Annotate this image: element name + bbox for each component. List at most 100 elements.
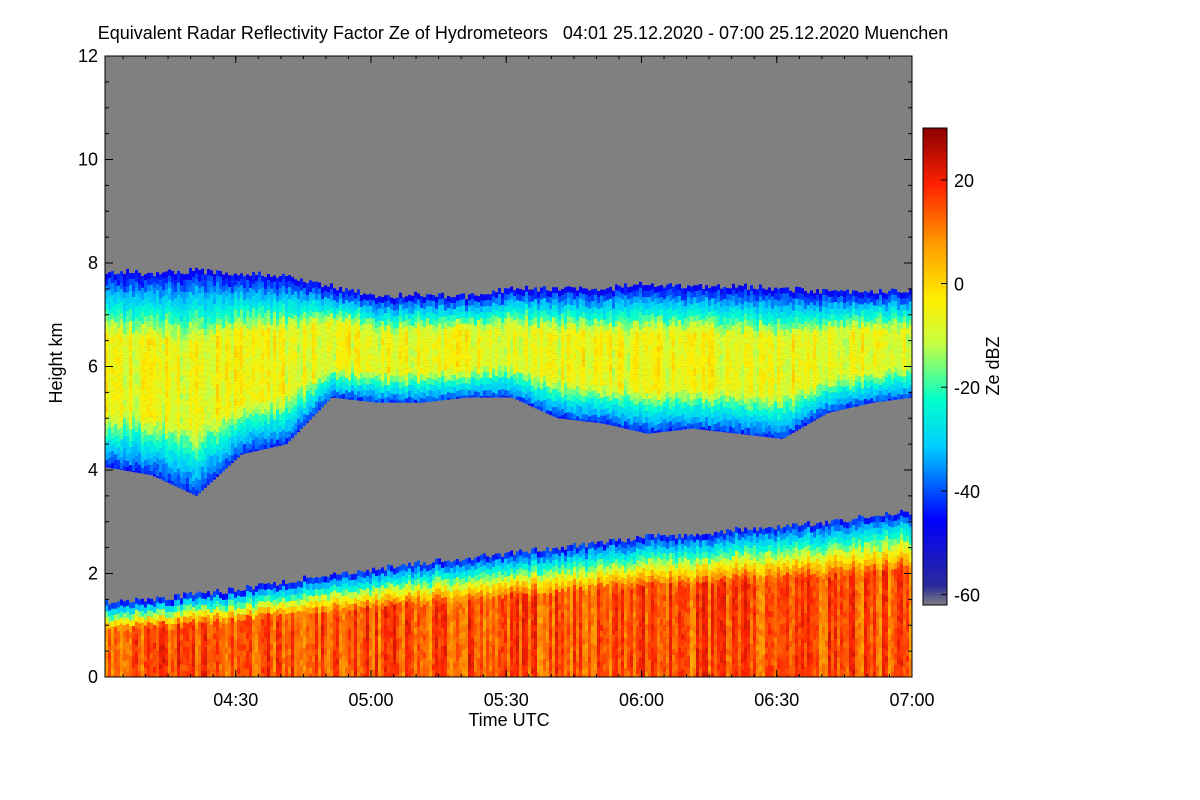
data-cell <box>435 374 438 381</box>
data-cell <box>585 378 588 385</box>
data-cell <box>252 313 255 320</box>
data-cell <box>384 295 387 302</box>
data-cell <box>162 458 165 465</box>
data-cell <box>117 357 120 364</box>
data-cell <box>606 330 609 337</box>
data-cell <box>180 435 183 442</box>
data-cell <box>522 308 525 315</box>
data-cell <box>135 426 138 432</box>
data-cell <box>228 299 231 306</box>
data-cell <box>228 443 231 450</box>
data-cell <box>252 385 255 392</box>
data-cell <box>216 408 219 415</box>
data-cell <box>414 375 417 382</box>
data-cell <box>288 437 291 442</box>
data-cell <box>396 393 399 400</box>
data-cell <box>609 370 612 377</box>
data-cell <box>141 437 144 444</box>
data-cell <box>201 304 204 311</box>
data-cell <box>114 430 117 437</box>
data-cell <box>297 340 300 347</box>
data-cell <box>444 346 447 353</box>
data-cell <box>189 322 192 329</box>
data-cell <box>366 318 369 325</box>
data-cell <box>687 411 690 418</box>
data-cell <box>135 336 138 342</box>
data-cell <box>645 381 648 388</box>
data-cell <box>219 456 222 463</box>
data-cell <box>210 402 213 409</box>
data-cell <box>378 296 381 303</box>
data-cell <box>345 312 348 319</box>
data-cell <box>111 421 114 428</box>
data-cell <box>273 395 276 402</box>
data-cell <box>594 408 597 415</box>
data-cell <box>213 388 216 395</box>
data-cell <box>684 288 687 295</box>
data-cell <box>558 344 561 351</box>
data-cell <box>666 410 669 417</box>
data-cell <box>498 384 501 391</box>
data-cell <box>384 301 387 308</box>
data-cell <box>534 347 537 354</box>
data-cell <box>318 384 321 391</box>
data-cell <box>219 318 222 325</box>
data-cell <box>681 324 684 331</box>
data-cell <box>687 363 690 370</box>
data-cell <box>198 287 201 294</box>
data-cell <box>381 381 384 387</box>
data-cell <box>648 315 651 322</box>
data-cell <box>270 330 273 337</box>
data-cell <box>681 300 684 307</box>
data-cell <box>108 398 111 405</box>
data-cell <box>144 472 147 475</box>
data-cell <box>687 351 690 358</box>
data-cell <box>570 305 573 311</box>
data-cell <box>273 377 276 384</box>
data-cell <box>597 393 600 399</box>
data-cell <box>156 278 159 285</box>
data-cell <box>498 360 501 367</box>
data-cell <box>357 397 360 401</box>
data-cell <box>201 340 204 347</box>
data-cell <box>285 372 288 379</box>
data-cell <box>660 303 663 309</box>
data-cell <box>402 387 405 394</box>
data-cell <box>243 336 246 343</box>
data-cell <box>111 403 114 410</box>
data-cell <box>339 377 342 383</box>
data-cell <box>519 325 522 331</box>
data-cell <box>306 343 309 350</box>
data-cell <box>549 345 552 352</box>
data-cell <box>537 321 540 328</box>
data-cell <box>432 385 435 391</box>
data-cell <box>225 350 228 357</box>
data-cell <box>555 365 558 372</box>
data-cell <box>192 390 195 397</box>
data-cell <box>222 334 225 341</box>
data-cell <box>615 404 618 411</box>
data-cell <box>705 297 708 304</box>
data-cell <box>549 333 552 340</box>
data-cell <box>156 386 159 393</box>
data-cell <box>180 285 183 292</box>
data-cell <box>114 424 117 431</box>
data-cell <box>468 342 471 349</box>
data-cell <box>696 381 699 388</box>
data-cell <box>141 467 144 474</box>
data-cell <box>237 305 240 312</box>
data-cell <box>120 331 123 338</box>
data-cell <box>642 285 645 292</box>
data-cell <box>684 366 687 373</box>
data-cell <box>150 380 153 387</box>
data-cell <box>447 397 450 400</box>
data-cell <box>324 309 327 316</box>
data-cell <box>300 368 303 375</box>
data-cell <box>546 308 549 315</box>
data-cell <box>669 427 672 432</box>
data-cell <box>702 355 705 361</box>
data-cell <box>633 326 636 333</box>
data-cell <box>651 391 654 398</box>
data-cell <box>297 286 300 293</box>
data-cell <box>693 417 696 424</box>
